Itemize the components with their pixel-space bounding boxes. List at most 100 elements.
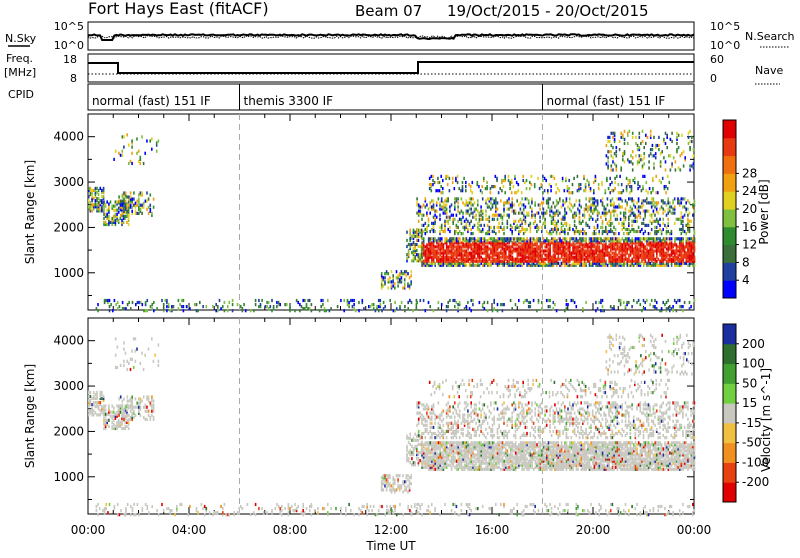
echo-cell: [406, 257, 408, 260]
echo-cell: [391, 284, 393, 287]
echo-cell: [353, 299, 355, 302]
echo-cell: [523, 237, 525, 240]
echo-cell: [518, 264, 520, 267]
echo-cell: [602, 201, 604, 204]
echo-cell: [407, 478, 409, 481]
echo-cell: [284, 507, 286, 510]
echo-cell: [600, 249, 602, 252]
echo-cell: [123, 364, 125, 367]
echo-cell: [418, 253, 420, 256]
echo-cell: [421, 460, 423, 463]
echo-cell: [550, 189, 552, 192]
echo-cell: [91, 189, 93, 192]
echo-cell: [421, 205, 423, 208]
echo-cell: [546, 210, 548, 213]
echo-cell: [446, 237, 448, 240]
echo-cell: [489, 237, 491, 240]
echo-cell: [459, 237, 461, 240]
echo-cell: [574, 203, 576, 206]
echo-cell: [103, 195, 105, 198]
echo-cell: [353, 513, 355, 516]
echo-cell: [521, 212, 523, 215]
echo-cell: [464, 307, 466, 310]
echo-cell: [237, 511, 239, 514]
echo-cell: [140, 414, 142, 417]
echo-cell: [526, 260, 528, 263]
echo-cell: [640, 262, 642, 265]
echo-cell: [88, 199, 90, 202]
echo-cell: [489, 205, 491, 208]
echo-cell: [294, 503, 296, 506]
echo-cell: [522, 175, 524, 178]
echo-cell: [123, 221, 125, 224]
echo-cell: [574, 212, 576, 215]
echo-cell: [553, 222, 555, 225]
echo-cell: [381, 309, 383, 312]
echo-cell: [651, 197, 653, 200]
echo-cell: [643, 262, 645, 265]
echo-cell: [553, 237, 555, 240]
echo-cell: [353, 307, 355, 310]
echo-cell: [133, 337, 135, 340]
echo-cell: [110, 411, 112, 414]
echo-cell: [118, 414, 120, 417]
echo-cell: [392, 284, 394, 287]
echo-cell: [612, 307, 614, 310]
echo-cell: [353, 303, 355, 306]
nsearch-tick-top: 10^5: [710, 20, 740, 33]
power-data: [88, 130, 695, 313]
echo-cell: [641, 199, 643, 202]
echo-cell: [572, 214, 574, 217]
echo-cell: [614, 181, 616, 184]
echo-cell: [656, 260, 658, 263]
echo-cell: [651, 222, 653, 225]
echo-cell: [559, 258, 561, 261]
echo-cell: [521, 191, 523, 194]
echo-cell: [576, 226, 578, 229]
nave-tick-bottom: 0: [710, 72, 717, 85]
echo-cell: [120, 395, 122, 398]
echo-cell: [454, 299, 456, 302]
echo-cell: [306, 507, 308, 510]
echo-cell: [662, 228, 664, 231]
echo-cell: [543, 197, 545, 200]
echo-cell: [484, 258, 486, 261]
echo-cell: [589, 249, 591, 252]
echo-cell: [93, 189, 95, 192]
echo-cell: [143, 162, 145, 165]
echo-cell: [680, 168, 682, 171]
echo-cell: [485, 218, 487, 221]
echo-cell: [396, 307, 398, 310]
echo-cell: [692, 203, 694, 206]
echo-cell: [171, 305, 173, 308]
echo-cell: [120, 364, 122, 367]
echo-cell: [330, 307, 332, 310]
echo-cell: [510, 299, 512, 302]
echo-cell: [115, 413, 117, 416]
echo-cell: [611, 144, 613, 147]
echo-cell: [584, 249, 586, 252]
echo-cell: [122, 301, 124, 304]
echo-cell: [414, 445, 416, 448]
echo-cell: [115, 425, 117, 428]
echo-cell: [215, 303, 217, 306]
echo-cell: [643, 199, 645, 202]
echo-cell: [392, 274, 394, 277]
echo-cell: [188, 305, 190, 308]
echo-cell: [598, 301, 600, 304]
echo-cell: [536, 230, 538, 233]
echo-cell: [649, 241, 651, 244]
echo-cell: [518, 230, 520, 233]
echo-cell: [580, 230, 582, 233]
echo-cell: [108, 203, 110, 206]
echo-cell: [90, 187, 92, 190]
echo-cell: [463, 177, 465, 180]
echo-cell: [666, 146, 668, 149]
echo-cell: [224, 301, 226, 304]
echo-cell: [666, 301, 668, 304]
echo-cell: [642, 164, 644, 167]
echo-cell: [425, 205, 427, 208]
echo-cell: [467, 301, 469, 304]
echo-cell: [531, 214, 533, 217]
echo-cell: [110, 303, 112, 306]
